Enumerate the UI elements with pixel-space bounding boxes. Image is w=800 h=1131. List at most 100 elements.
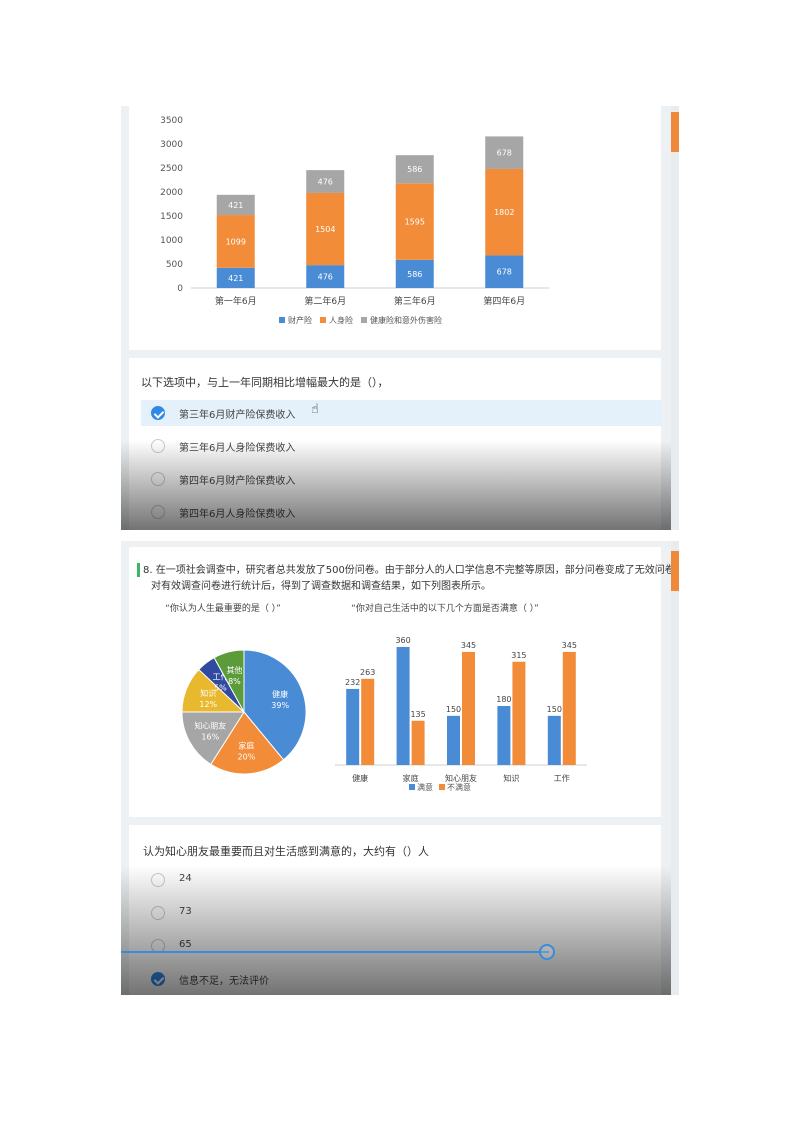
data-label: 360 bbox=[395, 636, 410, 645]
slice-percent: 39% bbox=[271, 701, 289, 710]
y-tick-label: 2500 bbox=[160, 164, 183, 174]
question-card-7: 0 500 1000 1500 2000 2500 3000 3500 421 1099 421 第一… bbox=[121, 106, 679, 530]
slice-percent: 20% bbox=[238, 752, 256, 761]
bar-segment bbox=[216, 215, 255, 268]
check-circle-icon[interactable] bbox=[151, 972, 165, 986]
x-tick-label: 健康 bbox=[352, 773, 368, 783]
question-panel: 以下选项中，与上一年同期相比增幅最大的是（）， 第三年6月财产险保费收入 第三年… bbox=[129, 358, 661, 530]
option-2[interactable]: 73 bbox=[141, 900, 661, 926]
chart-panel: 8. 在一项社会调查中，研究者总共发放了500份问卷。由于部分人的人口学信息不完… bbox=[129, 547, 679, 817]
pie-slice bbox=[181, 711, 245, 766]
data-label: 150 bbox=[547, 705, 562, 714]
bar bbox=[447, 715, 460, 765]
bar-segment bbox=[395, 155, 434, 184]
data-label: 476 bbox=[318, 273, 333, 282]
slice-label: 家庭 bbox=[238, 740, 254, 750]
option-3[interactable]: 65 bbox=[141, 933, 661, 959]
x-tick-label: 工作 bbox=[554, 773, 570, 783]
data-label: 232 bbox=[345, 678, 360, 687]
bar bbox=[562, 651, 576, 765]
bar bbox=[462, 651, 475, 765]
bar bbox=[396, 647, 410, 765]
check-circle-icon[interactable] bbox=[151, 406, 165, 420]
x-tick-label: 第一年6月 bbox=[215, 295, 257, 307]
bar-segment bbox=[216, 267, 255, 288]
data-label: 135 bbox=[410, 710, 425, 719]
scroll-thumb[interactable] bbox=[671, 551, 679, 591]
question-stem-line2: 对有效调查问卷进行统计后，得到了调查数据和调查结果，如下列图表所示。 bbox=[151, 581, 491, 592]
scroll-thumb[interactable] bbox=[671, 112, 679, 152]
bar bbox=[361, 678, 375, 765]
bar bbox=[497, 706, 511, 765]
radio-circle-icon[interactable] bbox=[151, 505, 165, 519]
option-2[interactable]: 第三年6月人身险保费收入 bbox=[141, 433, 661, 459]
bar-segment bbox=[485, 136, 524, 169]
y-tick-label: 0 bbox=[177, 284, 183, 294]
legend-swatch bbox=[279, 317, 285, 323]
data-label: 1504 bbox=[315, 225, 335, 234]
slice-percent: 5% bbox=[214, 684, 227, 693]
question-marker bbox=[137, 563, 140, 577]
option-label: 73 bbox=[179, 906, 192, 917]
radio-circle-icon[interactable] bbox=[151, 906, 165, 920]
bar bbox=[411, 720, 425, 765]
y-tick-label: 1500 bbox=[160, 212, 183, 222]
data-label: 476 bbox=[318, 178, 333, 187]
bar-segment bbox=[306, 265, 345, 288]
video-progress-bar[interactable] bbox=[121, 951, 549, 953]
option-label: 24 bbox=[179, 873, 192, 884]
slice-label: 健康 bbox=[272, 689, 288, 699]
bar bbox=[512, 661, 526, 765]
question-text: 以下选项中，与上一年同期相比增幅最大的是（）， bbox=[141, 376, 389, 389]
data-label: 1099 bbox=[226, 237, 246, 246]
option-1[interactable]: 第三年6月财产险保费收入 bbox=[141, 400, 661, 426]
option-4[interactable]: 信息不足，无法评价 bbox=[141, 966, 661, 992]
x-tick-label: 家庭 bbox=[403, 773, 419, 783]
option-label: 第三年6月人身险保费收入 bbox=[179, 443, 296, 454]
question-text: 认为知心朋友最重要而且对生活感到满意的，大约有（）人 bbox=[143, 845, 429, 858]
option-3[interactable]: 第四年6月财产险保费收入 bbox=[141, 466, 661, 492]
y-tick-label: 1000 bbox=[160, 236, 183, 246]
x-tick-label: 知心朋友 bbox=[445, 773, 477, 783]
radio-circle-icon[interactable] bbox=[151, 873, 165, 887]
pie-slice bbox=[210, 711, 285, 775]
bar-segment bbox=[485, 168, 524, 256]
data-label: 263 bbox=[360, 668, 375, 677]
pie-slice bbox=[213, 649, 245, 713]
data-label: 150 bbox=[446, 705, 461, 714]
data-label: 1595 bbox=[405, 218, 425, 227]
scrollbar[interactable] bbox=[671, 106, 679, 530]
y-tick-label: 2000 bbox=[160, 188, 183, 198]
radio-circle-icon[interactable] bbox=[151, 472, 165, 486]
scrollbar[interactable] bbox=[671, 541, 679, 995]
radio-circle-icon[interactable] bbox=[151, 439, 165, 453]
data-label: 586 bbox=[407, 270, 422, 279]
data-label: 1802 bbox=[494, 208, 514, 217]
bar-segment bbox=[216, 194, 255, 216]
pie-title: “你认为人生最重要的是（ ）” bbox=[165, 602, 281, 614]
video-progress-knob[interactable] bbox=[539, 944, 555, 960]
legend-swatch bbox=[361, 317, 367, 323]
bar-title: “你对自己生活中的以下几个方面是否满意（ ）” bbox=[351, 602, 539, 614]
slice-percent: 8% bbox=[228, 677, 241, 686]
option-label: 第四年6月财产险保费收入 bbox=[179, 476, 296, 487]
chart-panel: 0 500 1000 1500 2000 2500 3000 3500 421 1099 421 第一… bbox=[129, 106, 661, 350]
bar-segment bbox=[306, 192, 345, 266]
legend-swatch bbox=[439, 784, 445, 790]
importance-pie-chart: “你认为人生最重要的是（ ）” 健康 39% 家庭 20% 知心朋友 16% 知识 12% 工作 5… bbox=[165, 602, 307, 775]
data-label: 180 bbox=[496, 695, 511, 704]
option-1[interactable]: 24 bbox=[141, 867, 661, 893]
x-tick-label: 知识 bbox=[503, 773, 519, 783]
x-tick-label: 第三年6月 bbox=[394, 295, 436, 307]
slice-label: 工作 bbox=[212, 672, 228, 682]
option-label: 信息不足，无法评价 bbox=[179, 976, 269, 987]
data-label: 678 bbox=[497, 149, 512, 158]
bar-segment bbox=[395, 183, 434, 260]
y-tick-label: 500 bbox=[166, 260, 183, 270]
data-label: 345 bbox=[562, 641, 577, 650]
x-tick-label: 第四年6月 bbox=[483, 295, 525, 307]
legend-label: 财产险 bbox=[288, 315, 312, 325]
legend-label: 健康险和意外伤害险 bbox=[370, 315, 442, 325]
option-4[interactable]: 第四年6月人身险保费收入 bbox=[141, 499, 661, 525]
